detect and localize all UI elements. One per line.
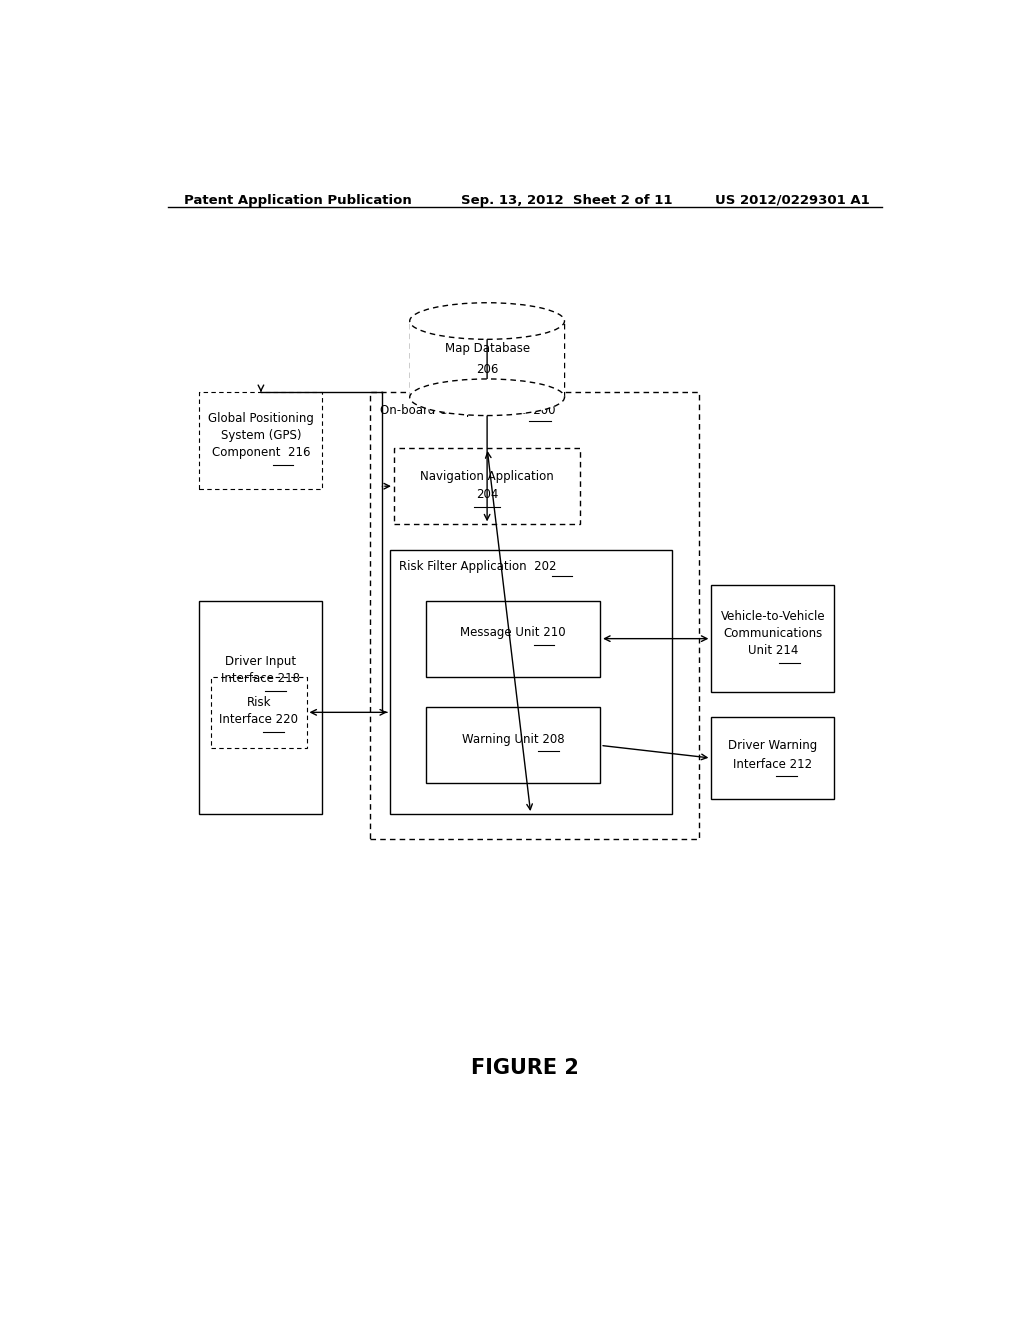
Text: Component  216: Component 216: [212, 446, 310, 459]
Text: Risk Filter Application  202: Risk Filter Application 202: [399, 560, 557, 573]
Text: Driver Input: Driver Input: [225, 655, 297, 668]
Text: Global Positioning: Global Positioning: [208, 412, 314, 425]
Text: Risk: Risk: [247, 696, 271, 709]
Text: US 2012/0229301 A1: US 2012/0229301 A1: [715, 194, 870, 207]
Text: Map Database: Map Database: [444, 342, 529, 355]
Bar: [712, 718, 835, 799]
Bar: [211, 677, 306, 748]
Text: System (GPS): System (GPS): [221, 429, 301, 442]
Text: FIGURE 2: FIGURE 2: [471, 1059, 579, 1078]
Bar: [410, 321, 564, 397]
Text: Interface 212: Interface 212: [733, 758, 812, 771]
Bar: [200, 392, 323, 488]
Bar: [370, 392, 699, 840]
Bar: [394, 447, 581, 524]
Text: On-board Computer Unit  200: On-board Computer Unit 200: [380, 404, 555, 417]
Bar: [200, 601, 323, 814]
Bar: [390, 549, 672, 814]
Ellipse shape: [410, 379, 564, 416]
Text: Message Unit 210: Message Unit 210: [460, 626, 565, 639]
Text: Interface 218: Interface 218: [221, 672, 300, 685]
Text: Sep. 13, 2012  Sheet 2 of 11: Sep. 13, 2012 Sheet 2 of 11: [461, 194, 673, 207]
Text: Patent Application Publication: Patent Application Publication: [183, 194, 412, 207]
Bar: [426, 708, 600, 784]
Text: Vehicle-to-Vehicle: Vehicle-to-Vehicle: [721, 610, 825, 623]
Bar: [426, 601, 600, 677]
Bar: [712, 585, 835, 692]
Text: Unit 214: Unit 214: [748, 644, 798, 657]
Ellipse shape: [410, 302, 564, 339]
Text: Driver Warning: Driver Warning: [728, 739, 817, 752]
Text: 206: 206: [476, 363, 499, 376]
Text: Navigation Application: Navigation Application: [420, 470, 554, 483]
Text: Warning Unit 208: Warning Unit 208: [462, 733, 564, 746]
Text: 204: 204: [476, 488, 499, 500]
Text: Interface 220: Interface 220: [219, 713, 298, 726]
Text: Communications: Communications: [723, 627, 822, 640]
